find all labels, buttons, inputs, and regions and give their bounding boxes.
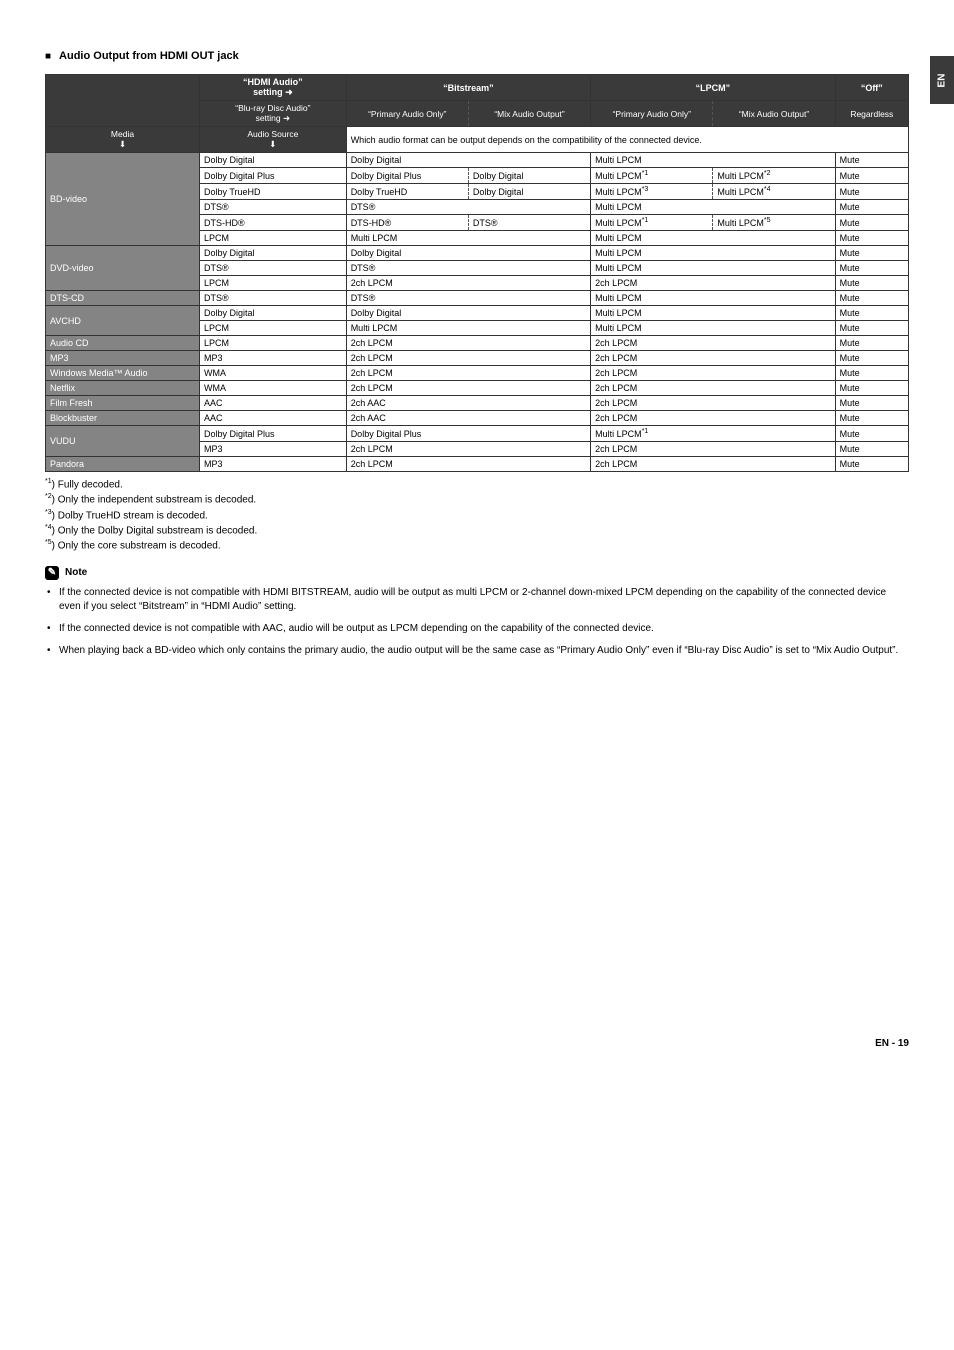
page-footer: EN - 19 [45,1038,909,1049]
side-tab-text: EN [937,73,948,87]
side-tab: EN [930,56,954,104]
audio-output-table: “HDMI Audio”setting ➜“Bitstream”“LPCM”“O… [45,74,909,472]
section-heading: Audio Output from HDMI OUT jack [45,50,909,62]
note-label: Note [65,567,87,578]
footnotes: *1) Fully decoded.*2) Only the independe… [45,478,909,552]
note-heading: ✎ Note [45,566,909,580]
note-bullets: If the connected device is not compatibl… [45,586,909,658]
note-icon: ✎ [45,566,59,580]
